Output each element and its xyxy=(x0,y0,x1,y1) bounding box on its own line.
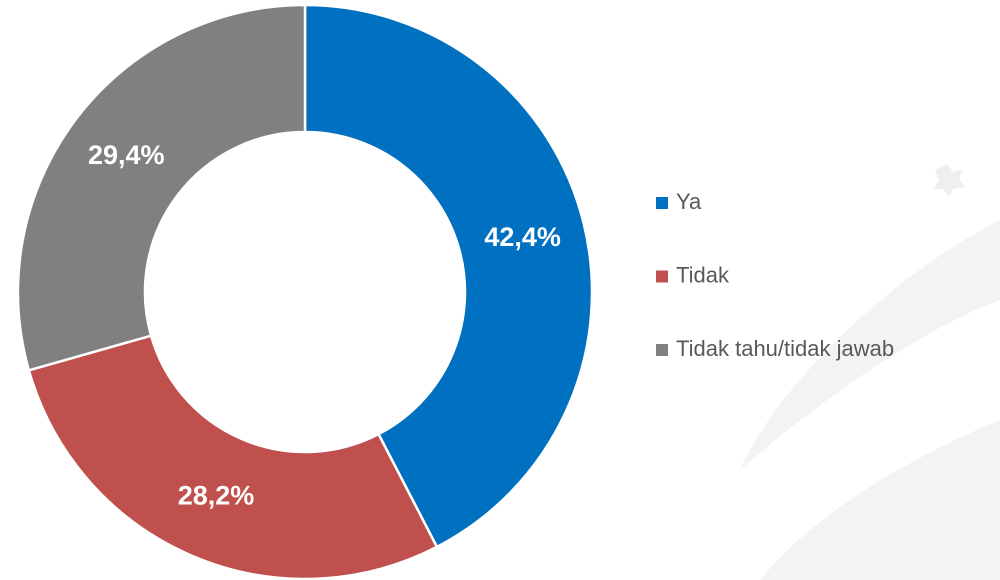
legend-label: Ya xyxy=(676,189,702,214)
legend-swatch xyxy=(656,344,668,356)
donut-segment xyxy=(16,3,307,372)
legend-swatch xyxy=(656,197,668,209)
legend-label: Tidak xyxy=(676,262,730,287)
value-label: 42,4% xyxy=(484,222,561,252)
decor-swoosh xyxy=(740,220,1000,470)
decor-cross xyxy=(933,164,965,197)
legend-label: Tidak tahu/tidak jawab xyxy=(676,336,894,361)
donut-segment xyxy=(303,3,594,549)
legend-swatch xyxy=(656,270,668,283)
decor-swoosh xyxy=(760,420,1000,580)
donut-segment xyxy=(27,334,439,580)
value-label: 29,4% xyxy=(88,140,165,170)
value-label: 28,2% xyxy=(178,481,255,511)
